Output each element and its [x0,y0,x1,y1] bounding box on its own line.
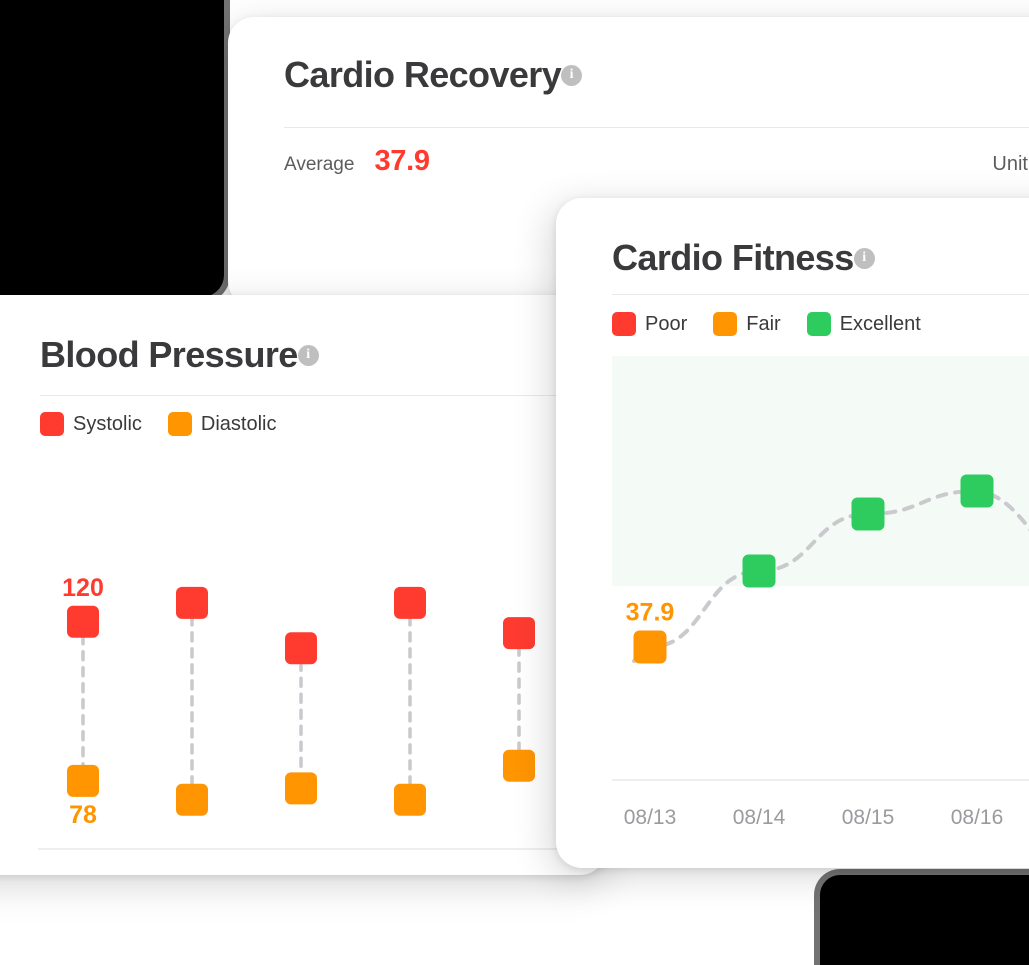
bp-systolic-marker[interactable] [503,617,535,650]
cardio-fitness-header: Cardio Fitness i [612,240,875,276]
blood-pressure-divider [40,395,606,396]
cardio-fitness-divider [612,294,1029,295]
legend-item-fair[interactable]: Fair [713,312,781,336]
legend-label-excellent: Excellent [839,312,921,335]
bp-diastolic-marker[interactable] [67,764,99,797]
cardio-fitness-marker[interactable] [960,474,994,508]
backdrop-plate-bottom-right [820,875,1029,965]
legend-label-fair: Fair [746,312,781,335]
fit-point-label: 37.9 [626,599,675,627]
legend-swatch-excellent [806,312,831,336]
unit-label: Unit: bpm [992,153,1029,175]
bp-diastolic-marker[interactable] [503,749,535,782]
legend-swatch-poor [612,312,636,336]
info-icon[interactable]: i [561,64,583,86]
bp-data-points: 120 78 [62,574,535,829]
legend-item-poor[interactable]: Poor [612,312,687,336]
cardio-fitness-data-points: 37.9 [626,474,994,664]
average-value: 37.9 [374,145,430,177]
bp-systolic-marker[interactable] [67,605,99,638]
excellent-band [612,356,1029,586]
cardio-fitness-marker[interactable] [742,554,776,588]
legend-swatch-diastolic [167,412,192,436]
cardio-fitness-card[interactable]: Cardio Fitness i Poor Fair Excellent 37.… [556,198,1029,868]
legend-item-excellent[interactable]: Excellent [806,312,921,336]
bp-point-label: 78 [69,801,97,829]
legend-item-diastolic[interactable]: Diastolic [167,412,277,436]
cardio-fitness-axis-ticks: 08/13 08/14 08/15 08/16 [624,806,1004,829]
blood-pressure-card[interactable]: Blood Pressure i Systolic Diastolic 120 7… [0,295,606,875]
cardio-recovery-stats: Average 37.9 Unit: bpm [284,145,1029,178]
fit-x-tick: 08/15 [842,806,895,829]
legend-label-poor: Poor [645,312,688,335]
fit-x-tick: 08/14 [733,806,786,829]
bp-diastolic-marker[interactable] [176,783,208,816]
blood-pressure-legend: Systolic Diastolic [40,412,292,436]
blood-pressure-title: Blood Pressure [40,334,298,375]
cardio-fitness-legend: Poor Fair Excellent [612,312,937,336]
cardio-recovery-header: Cardio Recovery i [284,57,1029,93]
bp-diastolic-marker[interactable] [285,772,317,805]
fit-x-tick: 08/16 [951,806,1004,829]
legend-swatch-fair [713,312,738,336]
bp-point-label: 120 [62,574,104,602]
info-icon[interactable]: i [297,344,319,366]
bp-systolic-marker[interactable] [285,632,317,665]
cardio-fitness-chart[interactable]: 37.9 08/13 08/14 08/15 08/16 [556,356,1029,868]
info-icon[interactable]: i [853,247,875,269]
bp-systolic-marker[interactable] [176,586,208,619]
cardio-fitness-marker[interactable] [633,630,667,664]
legend-label-diastolic: Diastolic [200,412,277,435]
cardio-fitness-marker[interactable] [851,497,885,531]
bp-diastolic-marker[interactable] [394,783,426,816]
cardio-recovery-divider [284,127,1029,128]
blood-pressure-header: Blood Pressure i [40,337,319,373]
bp-systolic-marker[interactable] [394,586,426,619]
legend-item-systolic[interactable]: Systolic [40,412,142,436]
legend-swatch-systolic [40,412,64,436]
average-label: Average [284,154,355,175]
cardio-recovery-title: Cardio Recovery [284,54,562,95]
fit-x-tick: 08/13 [624,806,677,829]
legend-label-systolic: Systolic [73,412,142,435]
backdrop-plate-top-left [0,0,224,297]
cardio-fitness-title: Cardio Fitness [612,237,854,278]
